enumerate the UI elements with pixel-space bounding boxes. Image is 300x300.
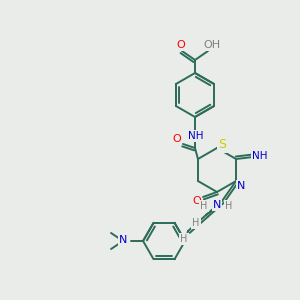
Text: H: H: [200, 201, 208, 211]
Text: N: N: [119, 235, 127, 245]
Text: S: S: [218, 139, 226, 152]
Text: N: N: [213, 200, 221, 210]
Text: O: O: [177, 40, 185, 50]
Text: NH: NH: [252, 151, 268, 161]
Text: H: H: [192, 218, 200, 228]
Text: H: H: [180, 234, 188, 244]
Text: OH: OH: [203, 40, 220, 50]
Text: O: O: [193, 196, 201, 206]
Text: O: O: [172, 134, 182, 144]
Text: N: N: [237, 181, 245, 191]
Text: H: H: [225, 201, 233, 211]
Text: NH: NH: [188, 131, 204, 141]
